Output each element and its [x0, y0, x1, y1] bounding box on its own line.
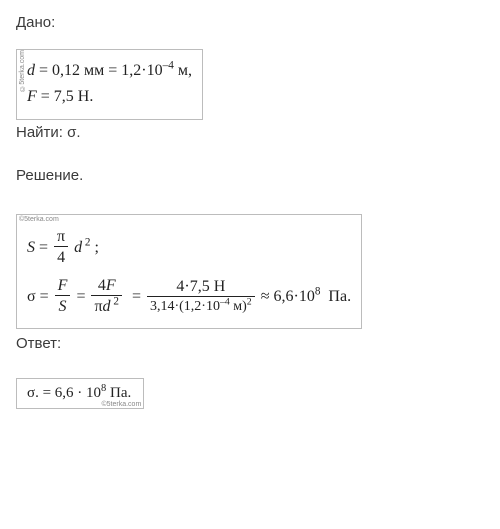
label-find: Найти: σ. — [16, 124, 484, 141]
watermark-answer: ©5terka.com — [102, 401, 142, 408]
area-rhs: d 2 ; — [74, 239, 99, 256]
area-frac-num: π — [54, 227, 68, 247]
sigma-result: ≈ 6,6·108 Па. — [261, 288, 351, 305]
sigma-frac2-den: πd 2 — [91, 296, 121, 318]
sigma-lhs: σ = — [27, 288, 53, 305]
sigma-frac1-num: F — [55, 276, 71, 296]
label-solution: Решение. — [16, 167, 484, 184]
area-lhs: S = — [27, 239, 52, 256]
answer-box: σ. = 6,6 · 108 Па. ©5terka.com — [16, 378, 144, 409]
sigma-frac3-den: 3,14·(1,2·10–4 м)2 — [147, 297, 255, 317]
label-answer: Ответ: — [16, 335, 484, 352]
solution-line-area: S = π 4 d 2 ; — [27, 227, 351, 270]
sigma-frac1-den: S — [55, 296, 71, 318]
answer-text: σ. = 6,6 · 108 Па. — [27, 385, 131, 401]
sigma-frac2: 4F πd 2 — [91, 276, 121, 319]
area-frac-den: 4 — [54, 247, 68, 269]
label-given: Дано: — [16, 14, 484, 31]
sigma-frac2-num: 4F — [91, 276, 121, 296]
watermark-given: ©5terka.com — [17, 50, 28, 92]
watermark-solution: ©5terka.com — [19, 214, 59, 225]
given-box: ©5terka.com d = 0,12 мм = 1,2·10–4 м, F … — [16, 49, 203, 120]
sigma-eq2: = — [128, 288, 145, 305]
solution-box: ©5terka.com S = π 4 d 2 ; σ = F S = 4F π… — [16, 214, 362, 329]
given-line1: d = 0,12 мм = 1,2·10–4 м, — [27, 58, 192, 84]
sigma-frac3-num: 4·7,5 H — [147, 277, 255, 297]
sigma-frac3: 4·7,5 H 3,14·(1,2·10–4 м)2 — [147, 277, 255, 317]
given-line2: F = 7,5 H. — [27, 84, 192, 110]
sigma-eq1: = — [76, 288, 89, 305]
sigma-frac1: F S — [55, 276, 71, 319]
solution-line-sigma: σ = F S = 4F πd 2 = 4·7,5 H 3,14·(1,2·10… — [27, 276, 351, 319]
area-frac: π 4 — [54, 227, 68, 270]
